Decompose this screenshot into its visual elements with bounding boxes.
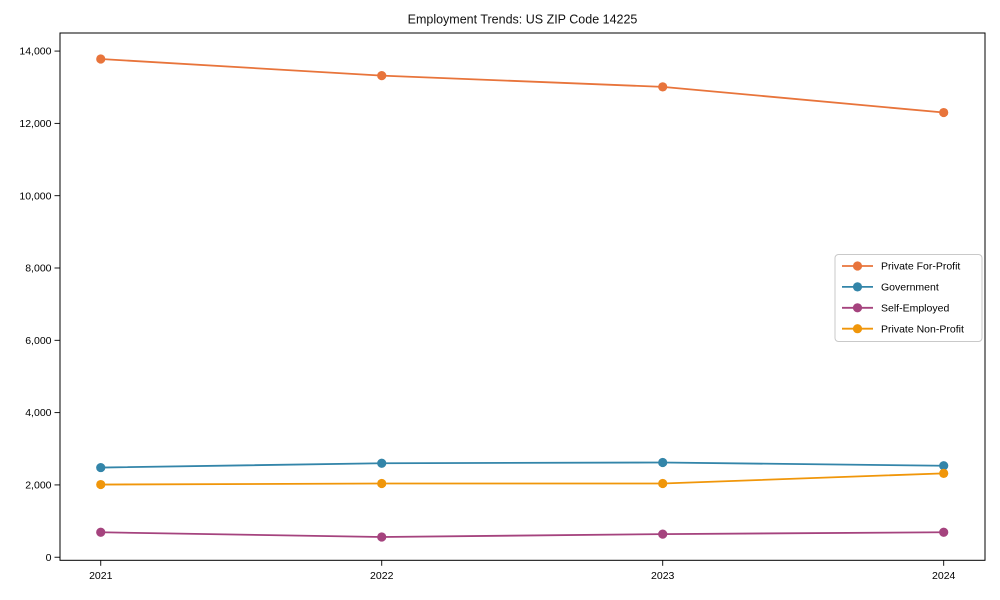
data-point-private-non-profit	[96, 479, 106, 490]
legend-label: Government	[881, 282, 939, 294]
x-tick-label: 2023	[651, 570, 675, 582]
data-point-self-employed	[939, 527, 949, 537]
legend-label: Private For-Profit	[881, 261, 960, 273]
data-point-private-non-profit	[939, 468, 949, 478]
y-tick-label: 0	[46, 552, 52, 564]
x-tick-label: 2024	[932, 570, 956, 582]
legend-marker	[852, 324, 863, 334]
data-point-government	[96, 462, 106, 473]
x-axis: 2021 2022 2023 2024	[89, 560, 956, 582]
data-point-private-for-profit	[96, 54, 106, 64]
data-point-private-for-profit	[377, 71, 387, 81]
legend-item-self-employed: Self-Employed	[842, 303, 949, 315]
y-axis: 0 2,000 4,000 6,000 8,000 10,000 12,000 14,000	[19, 46, 60, 564]
y-tick-label: 6,000	[25, 335, 51, 347]
data-point-self-employed	[377, 532, 387, 542]
legend-box	[834, 254, 983, 342]
data-point-self-employed	[96, 527, 106, 537]
data-point-government	[377, 458, 387, 468]
legend-item-private-for-profit: Private For-Profit	[842, 261, 960, 273]
y-tick-label: 14,000	[19, 46, 51, 58]
y-tick-label: 12,000	[19, 118, 51, 130]
data-point-self-employed	[658, 529, 668, 539]
data-point-private-non-profit	[377, 478, 387, 489]
series-line-self-employed	[99, 531, 945, 538]
series-line-private-for-profit	[99, 58, 945, 114]
data-point-government	[939, 461, 949, 471]
data-point-private-for-profit	[939, 107, 949, 118]
chart-title: Employment Trends: US ZIP Code 14225	[408, 13, 638, 27]
series-line-private-non-profit	[99, 472, 945, 486]
y-tick-label: 8,000	[25, 263, 51, 275]
legend-marker	[852, 261, 863, 271]
series-line-government	[99, 461, 945, 469]
data-point-private-for-profit	[658, 82, 668, 92]
legend-item-private-non-profit: Private Non-Profit	[842, 323, 964, 335]
y-tick-label: 10,000	[19, 190, 51, 202]
x-tick-label: 2021	[89, 570, 113, 582]
data-point-government	[658, 457, 668, 468]
plot-area-border	[59, 32, 986, 561]
y-tick-label: 2,000	[25, 480, 51, 492]
y-tick-label: 4,000	[25, 407, 51, 419]
legend-label: Private Non-Profit	[881, 323, 964, 335]
legend-item-government: Government	[842, 282, 939, 294]
series-group	[96, 54, 949, 542]
legend-marker	[852, 303, 863, 313]
legend: Private For-Profit Government Self-Employe…	[834, 254, 983, 342]
legend-label: Self-Employed	[881, 303, 949, 315]
legend-marker	[852, 282, 863, 292]
x-tick-label: 2022	[370, 570, 394, 582]
data-point-private-non-profit	[658, 478, 668, 489]
